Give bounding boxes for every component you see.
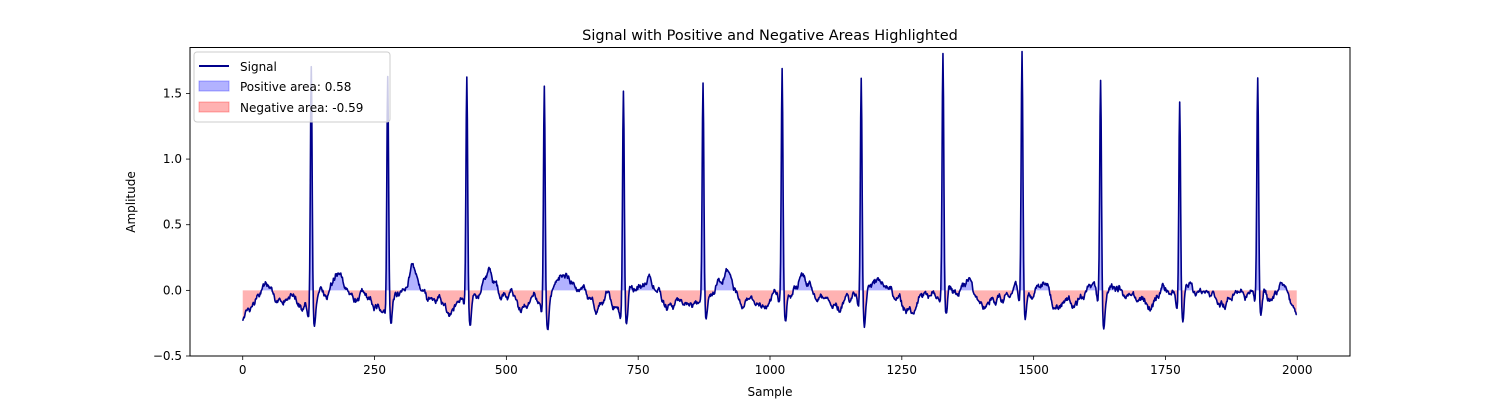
x-tick-label: 250 bbox=[363, 363, 386, 377]
legend-label-negative: Negative area: -0.59 bbox=[240, 101, 363, 115]
negative-area-fill bbox=[242, 290, 1297, 330]
y-tick-label: 1.0 bbox=[163, 152, 182, 166]
y-tick-label: 0.5 bbox=[163, 218, 182, 232]
x-axis-label: Sample bbox=[748, 385, 793, 399]
x-tick-label: 1750 bbox=[1150, 363, 1181, 377]
signal-line bbox=[241, 50, 1298, 331]
x-tick-label: 0 bbox=[239, 363, 247, 377]
x-tick-label: 2000 bbox=[1282, 363, 1313, 377]
x-tick-label: 500 bbox=[495, 363, 518, 377]
x-tick-label: 1000 bbox=[755, 363, 786, 377]
y-tick-label: 1.5 bbox=[163, 86, 182, 100]
x-tick-label: 1250 bbox=[887, 363, 918, 377]
x-tick-label: 1500 bbox=[1018, 363, 1049, 377]
legend: Signal Positive area: 0.58 Negative area… bbox=[193, 51, 391, 123]
y-axis-ticks: −0.5 0.0 0.5 1.0 1.5 bbox=[153, 86, 190, 363]
legend-label-signal: Signal bbox=[240, 60, 277, 74]
x-axis-ticks: 0 250 500 750 1000 1250 1500 1750 2000 bbox=[239, 356, 1313, 377]
x-tick-label: 750 bbox=[627, 363, 650, 377]
y-tick-label: 0.0 bbox=[163, 283, 182, 297]
chart-title: Signal with Positive and Negative Areas … bbox=[582, 28, 958, 44]
y-tick-label: −0.5 bbox=[153, 349, 182, 363]
y-axis-label: Amplitude bbox=[124, 171, 138, 233]
signal-layer bbox=[241, 50, 1298, 331]
area-fills bbox=[242, 51, 1297, 330]
legend-box bbox=[193, 51, 391, 123]
positive-area-fill bbox=[261, 51, 1287, 291]
legend-swatch-positive bbox=[198, 80, 230, 92]
legend-label-positive: Positive area: 0.58 bbox=[240, 80, 351, 94]
legend-swatch-negative bbox=[198, 101, 230, 113]
